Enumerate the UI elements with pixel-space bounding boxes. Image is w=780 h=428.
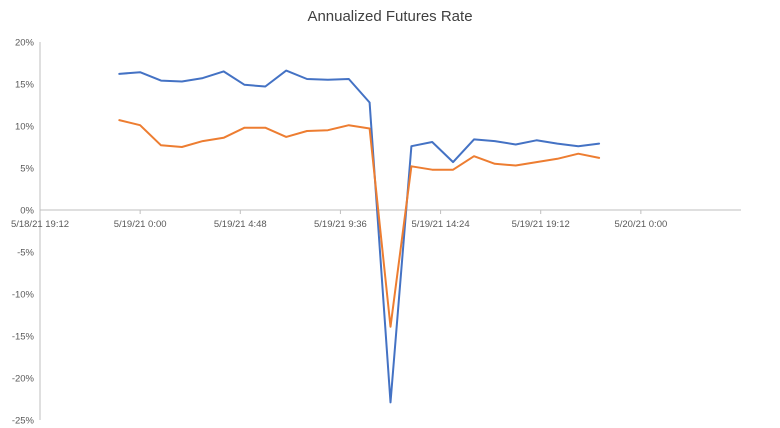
x-tick-label: 5/20/21 0:00 <box>614 219 667 230</box>
y-tick-label: -15% <box>12 332 35 343</box>
chart-title: Annualized Futures Rate <box>307 8 473 25</box>
series-line-2 <box>118 119 601 328</box>
x-tick-label: 5/19/21 14:24 <box>412 219 470 230</box>
series-line-1 <box>118 69 601 404</box>
x-tick-label: 5/19/21 4:48 <box>214 219 267 230</box>
y-tick-label: 5% <box>20 164 34 175</box>
x-tick-label: 5/19/21 9:36 <box>314 219 367 230</box>
y-tick-label: -10% <box>12 290 35 301</box>
y-tick-label: 20% <box>15 38 35 49</box>
x-tick-label: 5/19/21 0:00 <box>114 219 167 230</box>
y-tick-label: 0% <box>20 206 34 217</box>
y-tick-label: -25% <box>12 416 35 427</box>
y-tick-label: -20% <box>12 374 35 385</box>
y-tick-label: 10% <box>15 122 35 133</box>
y-tick-label: -5% <box>17 248 34 259</box>
x-tick-label: 5/18/21 19:12 <box>11 219 69 230</box>
y-tick-label: 15% <box>15 80 35 91</box>
x-tick-label: 5/19/21 19:12 <box>512 219 570 230</box>
